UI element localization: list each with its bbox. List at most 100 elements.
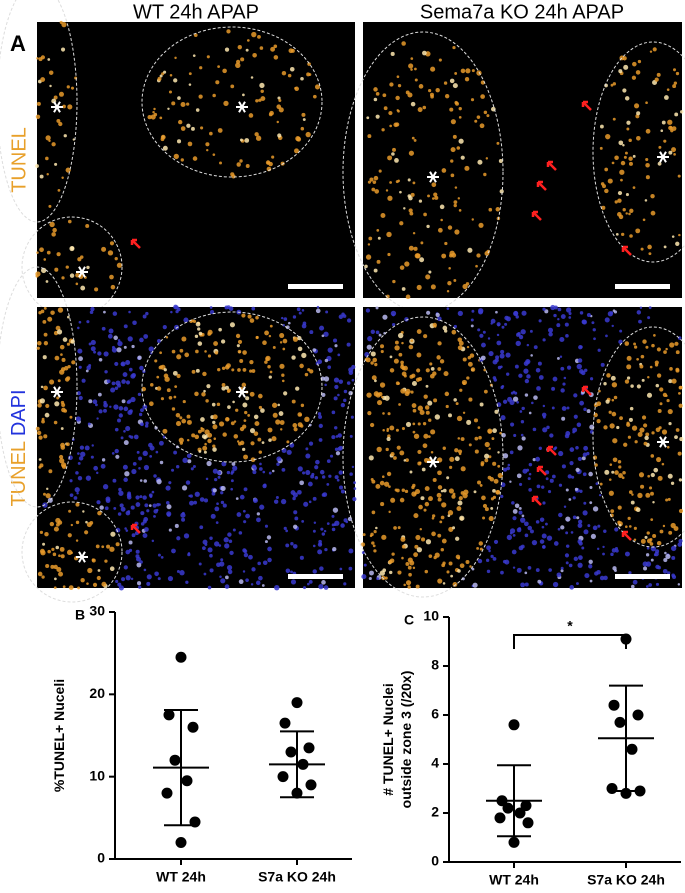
cell [477, 558, 483, 564]
cell [145, 421, 149, 425]
cell [565, 334, 569, 338]
cell [630, 500, 635, 505]
cell [487, 429, 492, 434]
cell [528, 462, 533, 467]
cell [116, 347, 122, 353]
cell [396, 75, 400, 79]
cell [216, 502, 219, 506]
cell [401, 488, 405, 492]
cell [647, 316, 651, 320]
cell [545, 522, 548, 526]
cell [610, 509, 615, 514]
cell [645, 158, 649, 162]
y-tick-label: 20 [89, 685, 105, 701]
cell [604, 317, 610, 323]
cell [454, 229, 460, 235]
cell [628, 161, 633, 166]
cell [551, 406, 555, 410]
cell [78, 356, 83, 362]
cell [368, 455, 374, 461]
cell [101, 326, 106, 331]
error-bar [497, 764, 531, 838]
cell [587, 524, 591, 528]
cell [69, 273, 75, 278]
cell [279, 341, 283, 344]
cell [631, 425, 638, 431]
cell [327, 347, 333, 353]
cell [80, 451, 86, 457]
cell [490, 318, 496, 324]
cell [430, 366, 435, 371]
cell [400, 363, 404, 367]
cell [201, 392, 206, 397]
cell [496, 340, 502, 346]
cell [556, 323, 561, 328]
cell [291, 355, 296, 360]
cell [69, 415, 73, 419]
cell [371, 479, 376, 484]
cell [101, 581, 107, 587]
cell [212, 93, 216, 98]
cell [331, 514, 335, 518]
cell [275, 419, 281, 425]
cell [394, 340, 399, 345]
cell [639, 364, 644, 369]
cell [43, 306, 47, 310]
cell [271, 436, 277, 442]
cell [389, 368, 395, 373]
cell [165, 501, 170, 505]
cell [333, 338, 338, 343]
cell [413, 513, 419, 519]
cell [628, 156, 633, 161]
cell [401, 287, 406, 291]
cell [557, 318, 560, 321]
cell [581, 546, 585, 550]
cell [623, 155, 627, 159]
cell [668, 379, 673, 384]
cell [452, 45, 456, 50]
cell [672, 574, 677, 580]
cell [521, 436, 526, 441]
cell [645, 162, 650, 168]
cell [176, 354, 182, 360]
cell [415, 534, 421, 541]
cell [520, 433, 524, 437]
cell [57, 379, 61, 383]
cell [450, 574, 454, 578]
cell [386, 231, 392, 238]
cell [232, 400, 235, 404]
cell [159, 460, 164, 465]
cell [316, 305, 320, 309]
cell [207, 432, 213, 438]
cell [371, 375, 377, 381]
cell [569, 585, 575, 590]
cell [99, 505, 104, 510]
cell [296, 307, 301, 312]
cell [428, 418, 432, 422]
cell [143, 568, 147, 572]
cell [312, 569, 317, 574]
cell [127, 336, 133, 342]
cell [154, 359, 158, 363]
cell [396, 445, 401, 450]
cell [482, 516, 486, 520]
cell [577, 539, 582, 544]
cell [168, 528, 172, 532]
cell [203, 572, 207, 576]
cell [526, 360, 530, 364]
cell [452, 134, 457, 139]
cell [376, 577, 380, 581]
cell [430, 284, 436, 290]
cell [56, 252, 61, 257]
cell [633, 342, 637, 346]
cell [337, 353, 341, 357]
cell [629, 208, 634, 213]
cell [659, 402, 663, 406]
cell [440, 547, 444, 552]
cell [285, 529, 289, 533]
cell [499, 431, 502, 435]
cell [565, 516, 571, 522]
cell [315, 308, 321, 314]
cell [168, 90, 172, 94]
cell [453, 279, 457, 282]
